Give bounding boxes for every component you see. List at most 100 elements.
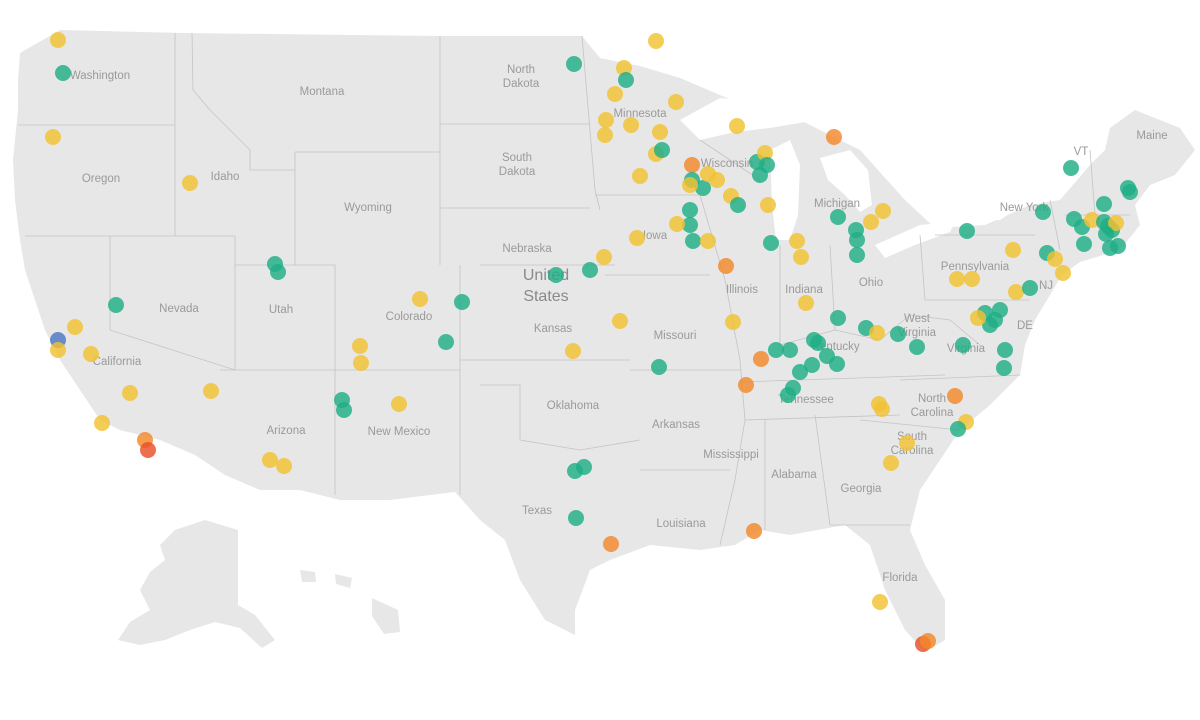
marker-yellow[interactable] xyxy=(725,314,741,330)
marker-orange[interactable] xyxy=(920,633,936,649)
marker-yellow[interactable] xyxy=(970,310,986,326)
marker-yellow[interactable] xyxy=(863,214,879,230)
marker-teal[interactable] xyxy=(576,459,592,475)
marker-yellow[interactable] xyxy=(869,325,885,341)
marker-teal[interactable] xyxy=(849,247,865,263)
marker-orange[interactable] xyxy=(753,351,769,367)
marker-teal[interactable] xyxy=(909,339,925,355)
marker-yellow[interactable] xyxy=(798,295,814,311)
marker-orange[interactable] xyxy=(738,377,754,393)
marker-teal[interactable] xyxy=(682,202,698,218)
marker-yellow[interactable] xyxy=(669,216,685,232)
marker-yellow[interactable] xyxy=(67,319,83,335)
marker-teal[interactable] xyxy=(804,357,820,373)
marker-teal[interactable] xyxy=(996,360,1012,376)
marker-teal[interactable] xyxy=(1110,238,1126,254)
marker-teal[interactable] xyxy=(1096,196,1112,212)
marker-yellow[interactable] xyxy=(352,338,368,354)
marker-yellow[interactable] xyxy=(182,175,198,191)
marker-teal[interactable] xyxy=(830,310,846,326)
marker-orange[interactable] xyxy=(947,388,963,404)
marker-yellow[interactable] xyxy=(1047,251,1063,267)
marker-teal[interactable] xyxy=(651,359,667,375)
marker-teal[interactable] xyxy=(582,262,598,278)
marker-yellow[interactable] xyxy=(729,118,745,134)
marker-yellow[interactable] xyxy=(760,197,776,213)
marker-teal[interactable] xyxy=(270,264,286,280)
marker-yellow[interactable] xyxy=(203,383,219,399)
marker-yellow[interactable] xyxy=(94,415,110,431)
marker-yellow[interactable] xyxy=(45,129,61,145)
marker-yellow[interactable] xyxy=(1005,242,1021,258)
marker-teal[interactable] xyxy=(1022,280,1038,296)
marker-yellow[interactable] xyxy=(652,124,668,140)
marker-yellow[interactable] xyxy=(872,594,888,610)
marker-teal[interactable] xyxy=(1035,204,1051,220)
marker-yellow[interactable] xyxy=(874,401,890,417)
marker-yellow[interactable] xyxy=(607,86,623,102)
marker-yellow[interactable] xyxy=(565,343,581,359)
marker-teal[interactable] xyxy=(1063,160,1079,176)
marker-teal[interactable] xyxy=(682,217,698,233)
marker-orange[interactable] xyxy=(684,157,700,173)
marker-teal[interactable] xyxy=(55,65,71,81)
marker-teal[interactable] xyxy=(849,232,865,248)
marker-teal[interactable] xyxy=(959,223,975,239)
marker-yellow[interactable] xyxy=(949,271,965,287)
marker-yellow[interactable] xyxy=(629,230,645,246)
marker-teal[interactable] xyxy=(336,402,352,418)
marker-teal[interactable] xyxy=(730,197,746,213)
marker-yellow[interactable] xyxy=(412,291,428,307)
marker-yellow[interactable] xyxy=(1084,212,1100,228)
marker-yellow[interactable] xyxy=(700,233,716,249)
marker-teal[interactable] xyxy=(1098,226,1114,242)
marker-yellow[interactable] xyxy=(596,249,612,265)
marker-yellow[interactable] xyxy=(793,249,809,265)
marker-teal[interactable] xyxy=(997,342,1013,358)
marker-orange[interactable] xyxy=(826,129,842,145)
marker-yellow[interactable] xyxy=(964,271,980,287)
marker-teal[interactable] xyxy=(568,510,584,526)
marker-teal[interactable] xyxy=(695,180,711,196)
marker-yellow[interactable] xyxy=(789,233,805,249)
marker-yellow[interactable] xyxy=(616,60,632,76)
marker-yellow[interactable] xyxy=(709,172,725,188)
marker-teal[interactable] xyxy=(890,326,906,342)
marker-yellow[interactable] xyxy=(648,33,664,49)
marker-teal[interactable] xyxy=(955,337,971,353)
marker-yellow[interactable] xyxy=(682,177,698,193)
marker-yellow[interactable] xyxy=(1108,215,1124,231)
marker-yellow[interactable] xyxy=(612,313,628,329)
marker-teal[interactable] xyxy=(1122,184,1138,200)
marker-teal[interactable] xyxy=(987,312,1003,328)
marker-teal[interactable] xyxy=(566,56,582,72)
marker-yellow[interactable] xyxy=(875,203,891,219)
marker-teal[interactable] xyxy=(810,335,826,351)
marker-yellow[interactable] xyxy=(668,94,684,110)
marker-teal[interactable] xyxy=(829,356,845,372)
marker-teal[interactable] xyxy=(548,267,564,283)
marker-yellow[interactable] xyxy=(757,145,773,161)
marker-red[interactable] xyxy=(140,442,156,458)
marker-teal[interactable] xyxy=(768,342,784,358)
marker-yellow[interactable] xyxy=(1008,284,1024,300)
marker-teal[interactable] xyxy=(759,157,775,173)
marker-yellow[interactable] xyxy=(883,455,899,471)
marker-yellow[interactable] xyxy=(632,168,648,184)
marker-teal[interactable] xyxy=(454,294,470,310)
marker-yellow[interactable] xyxy=(122,385,138,401)
marker-teal[interactable] xyxy=(618,72,634,88)
marker-yellow[interactable] xyxy=(623,117,639,133)
marker-teal[interactable] xyxy=(780,387,796,403)
marker-yellow[interactable] xyxy=(598,112,614,128)
marker-teal[interactable] xyxy=(654,142,670,158)
marker-teal[interactable] xyxy=(438,334,454,350)
marker-teal[interactable] xyxy=(782,342,798,358)
marker-yellow[interactable] xyxy=(262,452,278,468)
marker-orange[interactable] xyxy=(603,536,619,552)
marker-yellow[interactable] xyxy=(276,458,292,474)
marker-teal[interactable] xyxy=(830,209,846,225)
marker-yellow[interactable] xyxy=(899,435,915,451)
marker-orange[interactable] xyxy=(718,258,734,274)
marker-teal[interactable] xyxy=(763,235,779,251)
